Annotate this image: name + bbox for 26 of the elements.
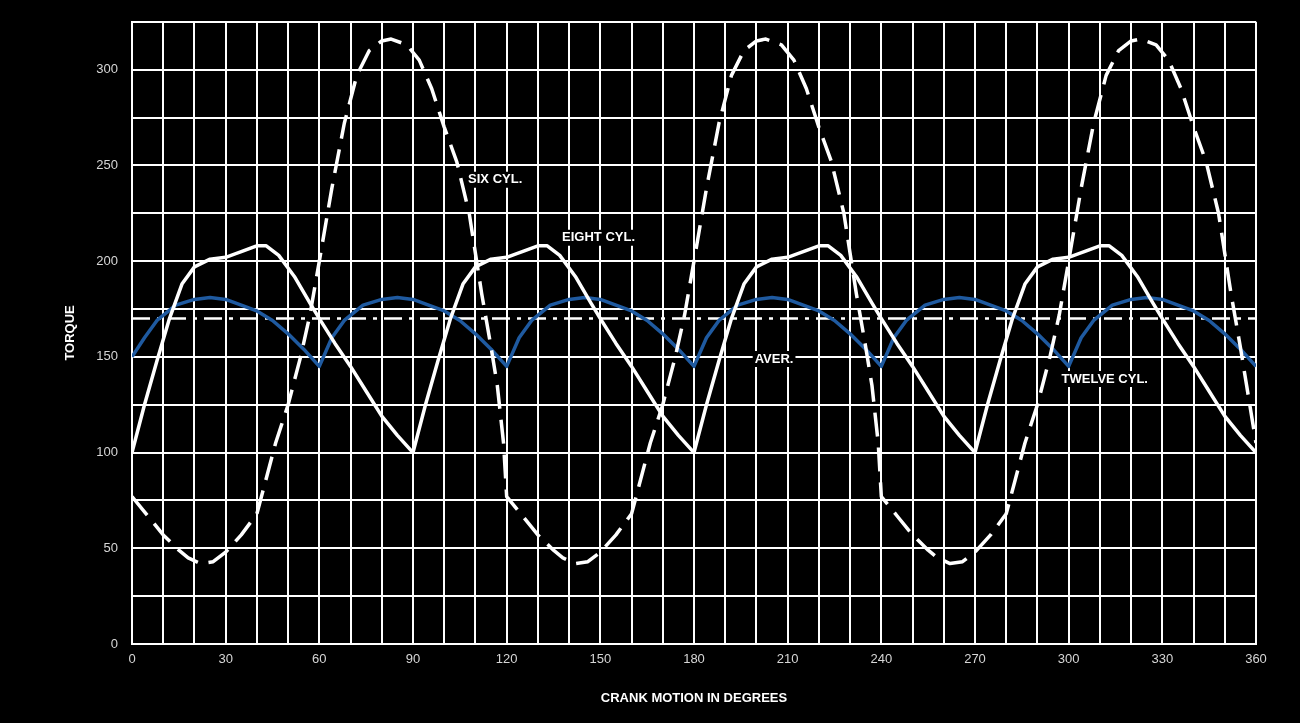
x-tick-label: 150: [589, 651, 612, 667]
x-tick-label: 300: [1057, 651, 1080, 667]
x-axis-title: CRANK MOTION IN DEGREES: [600, 689, 788, 705]
y-tick-label: 0: [110, 635, 118, 651]
y-tick-label: 200: [96, 252, 118, 268]
y-tick-label: 250: [96, 156, 118, 172]
x-tick-label: 360: [1245, 651, 1267, 667]
x-tick-label: 90: [405, 651, 421, 667]
x-tick-label: 180: [683, 651, 705, 667]
y-axis-title: TORQUE: [62, 304, 78, 361]
y-tick-label: 300: [96, 61, 118, 77]
x-tick-label: 0: [128, 651, 136, 667]
series-label: EIGHT CYL.: [562, 229, 635, 245]
ref-line-label: AVER.: [754, 350, 794, 366]
x-tick-label: 60: [312, 651, 327, 667]
y-tick-label: 150: [96, 348, 118, 364]
x-tick-label: 120: [495, 651, 518, 667]
series-label: TWELVE CYL.: [1061, 370, 1148, 386]
y-tick-label: 50: [103, 539, 118, 555]
x-tick-label: 30: [218, 651, 233, 667]
series-label: SIX CYL.: [468, 171, 523, 187]
x-tick-label: 270: [964, 651, 986, 667]
x-tick-label: 210: [776, 651, 799, 667]
y-tick-label: 100: [96, 444, 118, 460]
x-tick-label: 240: [870, 651, 893, 667]
x-tick-label: 330: [1151, 651, 1174, 667]
